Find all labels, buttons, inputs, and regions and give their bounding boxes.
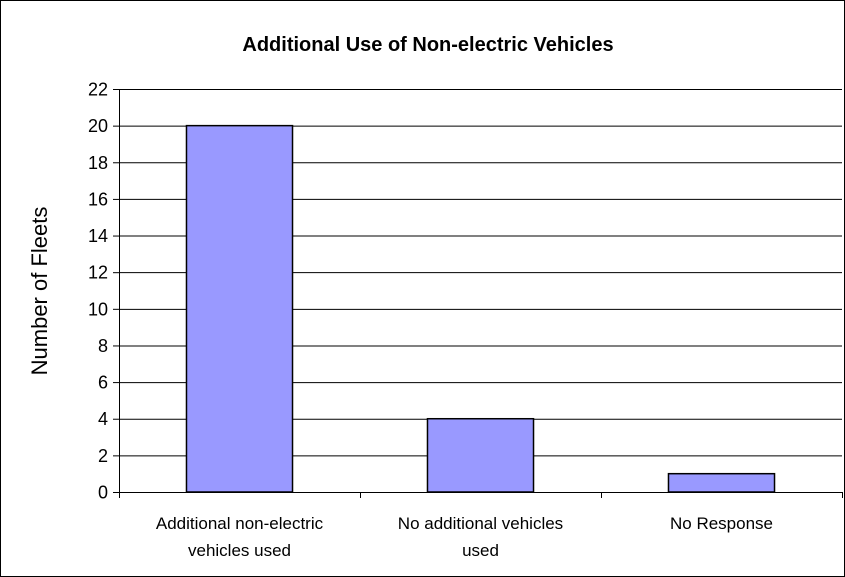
y-tick-label: 2 <box>98 446 108 466</box>
bar <box>426 417 535 493</box>
y-axis-label: Number of Fleets <box>27 207 52 376</box>
y-tick-label: 0 <box>98 483 108 503</box>
x-category-label: No additional vehicles used <box>398 514 563 560</box>
y-tick-label: 14 <box>88 226 108 246</box>
y-tick-label: 16 <box>88 189 108 209</box>
y-tick-label: 22 <box>88 80 108 100</box>
y-tick-label: 18 <box>88 153 108 173</box>
bars <box>185 124 776 493</box>
x-category-label: No Response <box>670 514 773 533</box>
y-tick-label: 4 <box>98 409 108 429</box>
y-tick-label: 8 <box>98 336 108 356</box>
y-tick-label: 20 <box>88 116 108 136</box>
axes <box>113 89 843 498</box>
y-tick-labels: 0 2 4 6 8 10 12 14 16 18 20 22 <box>88 80 108 503</box>
y-tick-label: 12 <box>88 263 108 283</box>
x-category-label: Additional non-electric vehicles used <box>156 514 324 560</box>
bar <box>667 472 776 493</box>
chart-title: Additional Use of Non-electric Vehicles <box>242 34 613 56</box>
y-tick-label: 6 <box>98 373 108 393</box>
bar <box>185 124 294 493</box>
x-category-labels: Additional non-electric vehicles used No a… <box>156 514 773 560</box>
y-tick-label: 10 <box>88 299 108 319</box>
